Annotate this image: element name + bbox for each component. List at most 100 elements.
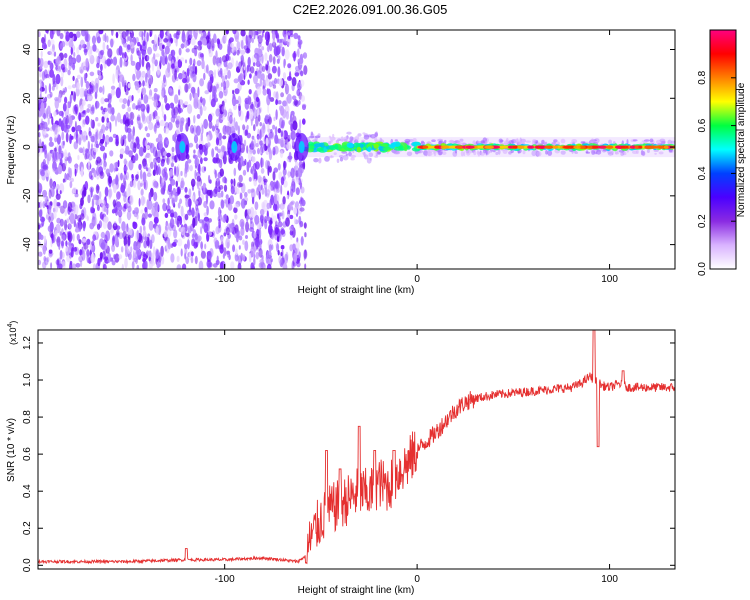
heatmap-cell: [300, 186, 305, 194]
heatmap-cell: [38, 132, 41, 138]
heatmap-cell: [96, 223, 101, 230]
heatmap-cell: [544, 145, 553, 149]
heatmap-cell: [234, 35, 239, 42]
heatmap-cell: [288, 35, 290, 40]
heatmap-cell: [87, 103, 92, 109]
heatmap-cell: [303, 222, 307, 229]
heatmap-cell: [196, 114, 201, 119]
heatmap-cell: [118, 254, 123, 260]
heatmap-cell: [149, 161, 154, 169]
heatmap-cell: [94, 216, 98, 226]
heatmap-cell: [259, 77, 263, 87]
heatmap-cell: [170, 179, 176, 186]
heatmap-cell: [60, 234, 66, 241]
heatmap-cell: [348, 151, 352, 157]
heatmap-cell: [434, 145, 440, 149]
heatmap-cell: [79, 87, 85, 98]
heatmap-cell: [165, 157, 169, 164]
heatmap-cell: [48, 204, 52, 210]
heatmap-cell: [258, 114, 261, 122]
heatmap-cell: [158, 140, 163, 150]
heatmap-cell: [71, 247, 74, 258]
heatmap-cell: [95, 117, 99, 122]
heatmap-cell: [244, 69, 247, 77]
heatmap-cell: [204, 90, 210, 95]
heatmap-cell: [56, 183, 60, 191]
heatmap-cell: [130, 246, 133, 254]
heatmap-cell: [43, 235, 47, 244]
heatmap-cell: [250, 188, 255, 193]
heatmap-cell: [71, 90, 73, 96]
heatmap-cell: [155, 248, 159, 259]
heatmap-cell: [532, 139, 537, 143]
heatmap-cell: [38, 183, 43, 194]
heatmap-cell: [69, 181, 73, 189]
heatmap-cell: [96, 130, 99, 140]
heatmap-cell: [73, 141, 79, 150]
heatmap-cell: [174, 165, 177, 176]
colorbar-gradient: [709, 29, 737, 270]
heatmap-cell: [153, 92, 158, 100]
heatmap-cell: [113, 221, 117, 227]
heatmap-cell: [60, 63, 65, 71]
heatmap-cell: [248, 159, 252, 168]
heatmap-cell: [260, 167, 265, 174]
heatmap-cell: [206, 205, 209, 216]
heatmap-cell: [261, 187, 265, 195]
heatmap-cell: [286, 30, 292, 38]
heatmap-cell: [298, 160, 303, 169]
heatmap-cell: [49, 136, 53, 142]
heatmap-cell: [460, 150, 464, 157]
heatmap-cell: [191, 127, 195, 134]
heatmap-cell: [517, 145, 523, 149]
heatmap-cell: [276, 58, 280, 64]
heatmap-cell: [78, 221, 82, 232]
heatmap-cell: [299, 220, 304, 228]
heatmap-cell: [107, 48, 113, 58]
heatmap-cell: [272, 171, 276, 181]
heatmap-cell: [209, 94, 212, 103]
heatmap-cell: [70, 63, 75, 68]
heatmap-cell: [178, 99, 184, 106]
heatmap-cell: [166, 156, 170, 166]
heatmap-cell: [219, 261, 224, 269]
heatmap-cell: [98, 86, 103, 93]
heatmap-cell: [212, 263, 218, 268]
heatmap-cell: [136, 264, 140, 269]
heatmap-cell: [80, 131, 84, 141]
heatmap-cell: [157, 37, 160, 47]
heatmap-cell: [198, 30, 202, 35]
heatmap-cell: [218, 91, 224, 99]
heatmap-cell: [626, 139, 629, 145]
heatmap-cell: [47, 39, 51, 48]
heatmap-cell: [42, 201, 46, 209]
heatmap-cell: [53, 51, 57, 57]
heatmap-cell: [281, 210, 285, 220]
heatmap-cell: [121, 103, 126, 110]
heatmap-cell: [248, 108, 254, 120]
heatmap-cell: [201, 124, 204, 135]
heatmap-cell: [162, 44, 165, 50]
heatmap-cell: [281, 47, 285, 57]
heatmap-cell: [116, 191, 121, 200]
heatmap-cell: [197, 86, 200, 98]
heatmap-cell: [58, 263, 63, 269]
heatmap-cell: [49, 91, 53, 98]
heatmap-cell: [213, 157, 218, 164]
heatmap-cell: [51, 124, 56, 131]
heatmap-cell: [238, 245, 241, 250]
heatmap-cell: [52, 168, 57, 173]
heatmap-cell: [130, 60, 136, 66]
heatmap-cell: [81, 190, 85, 200]
heatmap-cell: [196, 171, 201, 178]
heatmap-cell: [268, 81, 273, 88]
heatmap-cell: [182, 263, 187, 269]
heatmap-cell: [208, 30, 211, 35]
heatmap-cell: [269, 42, 273, 52]
heatmap-cell: [192, 217, 196, 228]
heatmap-cell: [175, 166, 179, 178]
heatmap-cell: [48, 189, 52, 199]
heatmap-cell: [53, 211, 57, 219]
heatmap-cell: [279, 38, 285, 43]
heatmap-cell: [90, 206, 94, 214]
